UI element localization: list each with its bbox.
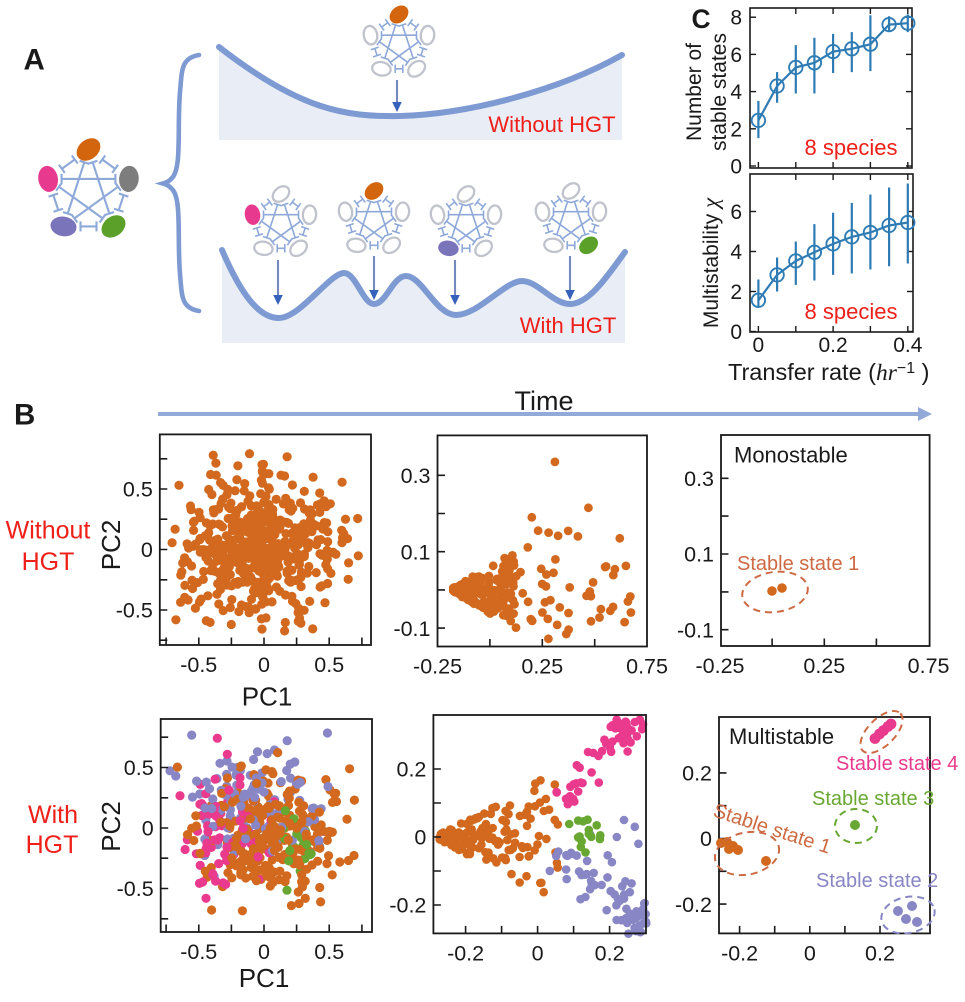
svg-text:-0.25: -0.25 bbox=[413, 655, 462, 679]
svg-text:PC1: PC1 bbox=[242, 682, 293, 712]
svg-text:B: B bbox=[14, 399, 35, 432]
svg-text:0: 0 bbox=[730, 156, 742, 179]
svg-text:0.5: 0.5 bbox=[124, 756, 154, 780]
svg-text:Monostable: Monostable bbox=[734, 443, 848, 468]
svg-text:4: 4 bbox=[730, 241, 742, 264]
svg-text:0: 0 bbox=[258, 653, 270, 677]
svg-text:8 species: 8 species bbox=[805, 299, 898, 324]
svg-text:A: A bbox=[24, 44, 45, 77]
svg-text:Number of: Number of bbox=[683, 43, 706, 141]
svg-text:-0.5: -0.5 bbox=[117, 877, 154, 901]
svg-text:0.25: 0.25 bbox=[803, 654, 845, 678]
svg-text:stable states: stable states bbox=[708, 33, 731, 151]
svg-text:With HGT: With HGT bbox=[520, 313, 617, 338]
svg-text:Transfer rate (hr−1 ): Transfer rate (hr−1 ) bbox=[728, 359, 930, 386]
svg-text:0.2: 0.2 bbox=[397, 758, 427, 782]
svg-text:0: 0 bbox=[532, 941, 544, 965]
svg-text:-0.2: -0.2 bbox=[389, 894, 426, 918]
svg-text:Stable state 4: Stable state 4 bbox=[836, 753, 958, 775]
svg-text:0: 0 bbox=[258, 940, 270, 964]
svg-text:6: 6 bbox=[730, 44, 742, 67]
svg-text:HGT: HGT bbox=[22, 548, 75, 576]
svg-text:With: With bbox=[28, 801, 78, 829]
svg-text:-0.2: -0.2 bbox=[721, 941, 758, 965]
svg-text:6: 6 bbox=[730, 201, 742, 224]
svg-text:0.3: 0.3 bbox=[401, 464, 431, 488]
svg-text:2: 2 bbox=[730, 281, 742, 304]
svg-text:0: 0 bbox=[804, 941, 816, 965]
svg-text:0.5: 0.5 bbox=[314, 653, 344, 677]
svg-text:HGT: HGT bbox=[26, 831, 79, 859]
svg-text:0.3: 0.3 bbox=[684, 467, 714, 491]
svg-text:0.25: 0.25 bbox=[521, 655, 563, 679]
svg-text:0.75: 0.75 bbox=[908, 654, 950, 678]
svg-text:8 species: 8 species bbox=[805, 135, 898, 160]
svg-text:Without: Without bbox=[6, 517, 91, 545]
svg-text:-0.5: -0.5 bbox=[116, 599, 153, 623]
svg-text:0.75: 0.75 bbox=[626, 655, 668, 679]
svg-text:-0.2: -0.2 bbox=[447, 941, 484, 965]
svg-text:-0.25: -0.25 bbox=[695, 654, 744, 678]
svg-text:Without HGT: Without HGT bbox=[488, 112, 615, 137]
svg-text:PC2: PC2 bbox=[96, 801, 126, 852]
svg-text:-0.1: -0.1 bbox=[677, 618, 714, 642]
svg-text:0.2: 0.2 bbox=[682, 762, 712, 786]
svg-text:PC1: PC1 bbox=[239, 963, 290, 993]
svg-text:0.2: 0.2 bbox=[818, 334, 847, 357]
svg-text:0.2: 0.2 bbox=[865, 941, 895, 965]
svg-text:Multistable: Multistable bbox=[729, 724, 834, 749]
svg-text:8: 8 bbox=[730, 7, 742, 30]
svg-text:Stable state 2: Stable state 2 bbox=[816, 870, 938, 892]
svg-text:4: 4 bbox=[730, 81, 742, 104]
svg-text:Multistability χ: Multistability χ bbox=[698, 197, 723, 328]
svg-text:0: 0 bbox=[141, 538, 153, 562]
svg-text:0: 0 bbox=[414, 826, 426, 850]
svg-text:-0.5: -0.5 bbox=[180, 653, 217, 677]
svg-text:Stable state 3: Stable state 3 bbox=[812, 788, 934, 810]
svg-text:0: 0 bbox=[142, 817, 154, 841]
svg-text:0.5: 0.5 bbox=[314, 940, 344, 964]
svg-text:0: 0 bbox=[730, 321, 742, 344]
svg-text:2: 2 bbox=[730, 118, 742, 141]
svg-text:-0.1: -0.1 bbox=[393, 617, 430, 641]
svg-text:Stable state 1: Stable state 1 bbox=[737, 553, 859, 575]
svg-text:0.1: 0.1 bbox=[401, 540, 431, 564]
svg-text:0: 0 bbox=[753, 334, 765, 357]
svg-text:PC2: PC2 bbox=[96, 520, 126, 571]
svg-text:Time: Time bbox=[515, 386, 574, 416]
svg-text:-0.2: -0.2 bbox=[675, 893, 712, 917]
svg-text:0: 0 bbox=[700, 827, 712, 851]
svg-text:C: C bbox=[692, 4, 711, 34]
svg-text:0.1: 0.1 bbox=[684, 543, 714, 567]
svg-text:-0.5: -0.5 bbox=[180, 940, 217, 964]
svg-text:0.4: 0.4 bbox=[893, 334, 923, 357]
svg-text:0.5: 0.5 bbox=[123, 478, 153, 502]
svg-text:0.2: 0.2 bbox=[595, 941, 625, 965]
